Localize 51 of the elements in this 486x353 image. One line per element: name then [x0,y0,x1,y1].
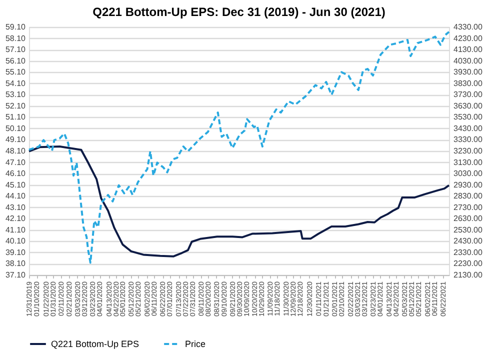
y-tick-label: 57.10 [5,45,26,54]
y2-tick-label: 3930.00 [454,68,483,77]
y-tick-label: 45.10 [5,180,26,190]
y-tick-label: 51.10 [5,112,26,122]
legend-label: Q221 Bottom-Up EPS [51,339,140,349]
y-tick-label: 42.10 [5,214,26,224]
y-tick-label: 43.10 [5,202,26,212]
chart-title: Q221 Bottom-Up EPS: Dec 31 (2019) - Jun 30 (2021) [92,5,386,19]
y2-tick-label: 3330.00 [454,135,483,144]
y2-tick-label: 4130.00 [454,45,483,54]
y-tick-label: 53.10 [5,90,26,100]
y2-tick-label: 2230.00 [454,259,483,268]
y-tick-label: 47.10 [5,158,26,167]
y2-tick-label: 3230.00 [454,146,483,156]
y-tick-label: 50.10 [5,124,26,133]
y2-tick-label: 2930.00 [454,180,483,190]
legend-label: Price [185,339,206,349]
y2-tick-label: 3430.00 [454,124,483,133]
y2-tick-label: 3030.00 [454,169,483,178]
y2-tick-label: 2430.00 [454,236,483,246]
y2-tick-label: 4230.00 [454,34,483,43]
y2-tick-label: 2130.00 [454,270,483,280]
y2-tick-label: 2530.00 [454,225,483,234]
y-tick-label: 56.10 [5,56,26,66]
y2-tick-label: 3830.00 [454,78,483,88]
y-tick-label: 39.10 [5,248,26,257]
y-tick-label: 40.10 [5,236,26,246]
y-tick-label: 48.10 [5,146,26,156]
y-tick-label: 49.10 [5,135,26,144]
y2-tick-label: 4330.00 [454,22,483,32]
line-series [28,145,450,258]
y2-tick-label: 3730.00 [454,90,483,100]
y-tick-label: 59.10 [5,22,26,32]
y2-tick-label: 3630.00 [454,101,483,110]
y2-tick-label: 2730.00 [454,202,483,212]
y2-tick-label: 4030.00 [454,56,483,66]
y-tick-label: 44.10 [5,192,26,201]
y-tick-label: 55.10 [5,68,26,77]
y2-tick-label: 2630.00 [454,214,483,224]
line-series [28,30,450,264]
y-tick-label: 38.10 [5,259,26,268]
y-tick-label: 52.10 [5,101,26,110]
y2-tick-label: 3130.00 [454,158,483,167]
y2-tick-label: 2830.00 [454,192,483,201]
y-tick-label: 46.10 [5,169,26,178]
y-tick-label: 37.10 [5,270,26,280]
y-tick-label: 54.10 [5,78,26,88]
y-tick-label: 58.10 [5,34,26,43]
y2-tick-label: 2330.00 [454,248,483,257]
y2-tick-label: 3530.00 [454,112,483,122]
y-tick-label: 41.10 [5,225,26,234]
